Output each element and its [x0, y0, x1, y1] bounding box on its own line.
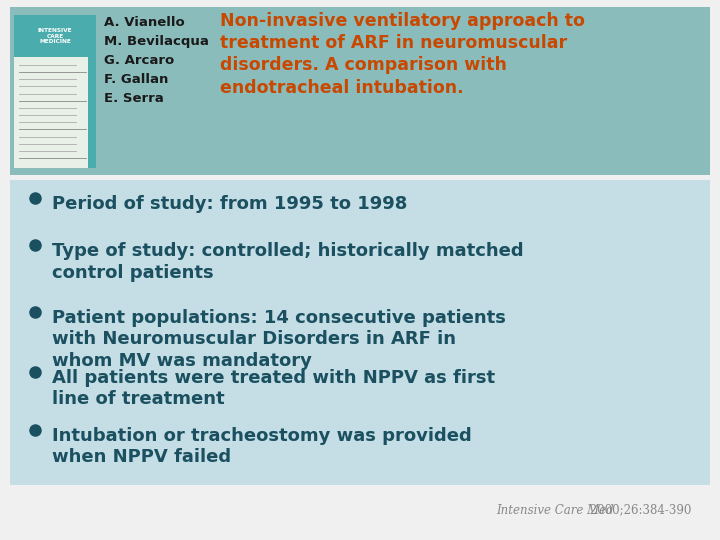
- Text: 2000;26:384-390: 2000;26:384-390: [586, 503, 691, 516]
- Text: M. Bevilacqua: M. Bevilacqua: [104, 35, 209, 48]
- Text: E. Serra: E. Serra: [104, 92, 163, 105]
- Text: Patient populations: 14 consecutive patients
with Neuromuscular Disorders in ARF: Patient populations: 14 consecutive pati…: [52, 309, 506, 370]
- Bar: [10, 180, 710, 485]
- Bar: [14, 15, 96, 57]
- Text: Intubation or tracheostomy was provided
when NPPV failed: Intubation or tracheostomy was provided …: [52, 427, 472, 467]
- Text: G. Arcaro: G. Arcaro: [104, 54, 174, 67]
- Text: INTENSIVE
CARE
MEDICINE: INTENSIVE CARE MEDICINE: [37, 28, 72, 44]
- Text: All patients were treated with NPPV as first
line of treatment: All patients were treated with NPPV as f…: [52, 369, 495, 408]
- Bar: [14, 15, 96, 168]
- Text: A. Vianello: A. Vianello: [104, 16, 185, 29]
- Text: F. Gallan: F. Gallan: [104, 73, 168, 86]
- Text: Intensive Care Med: Intensive Care Med: [496, 503, 613, 516]
- Bar: [88, 15, 96, 168]
- Text: Type of study: controlled; historically matched
control patients: Type of study: controlled; historically …: [52, 242, 523, 281]
- Text: Non-invasive ventilatory approach to
treatment of ARF in neuromuscular
disorders: Non-invasive ventilatory approach to tre…: [220, 12, 585, 97]
- Bar: [10, 7, 710, 175]
- Text: Period of study: from 1995 to 1998: Period of study: from 1995 to 1998: [52, 195, 408, 213]
